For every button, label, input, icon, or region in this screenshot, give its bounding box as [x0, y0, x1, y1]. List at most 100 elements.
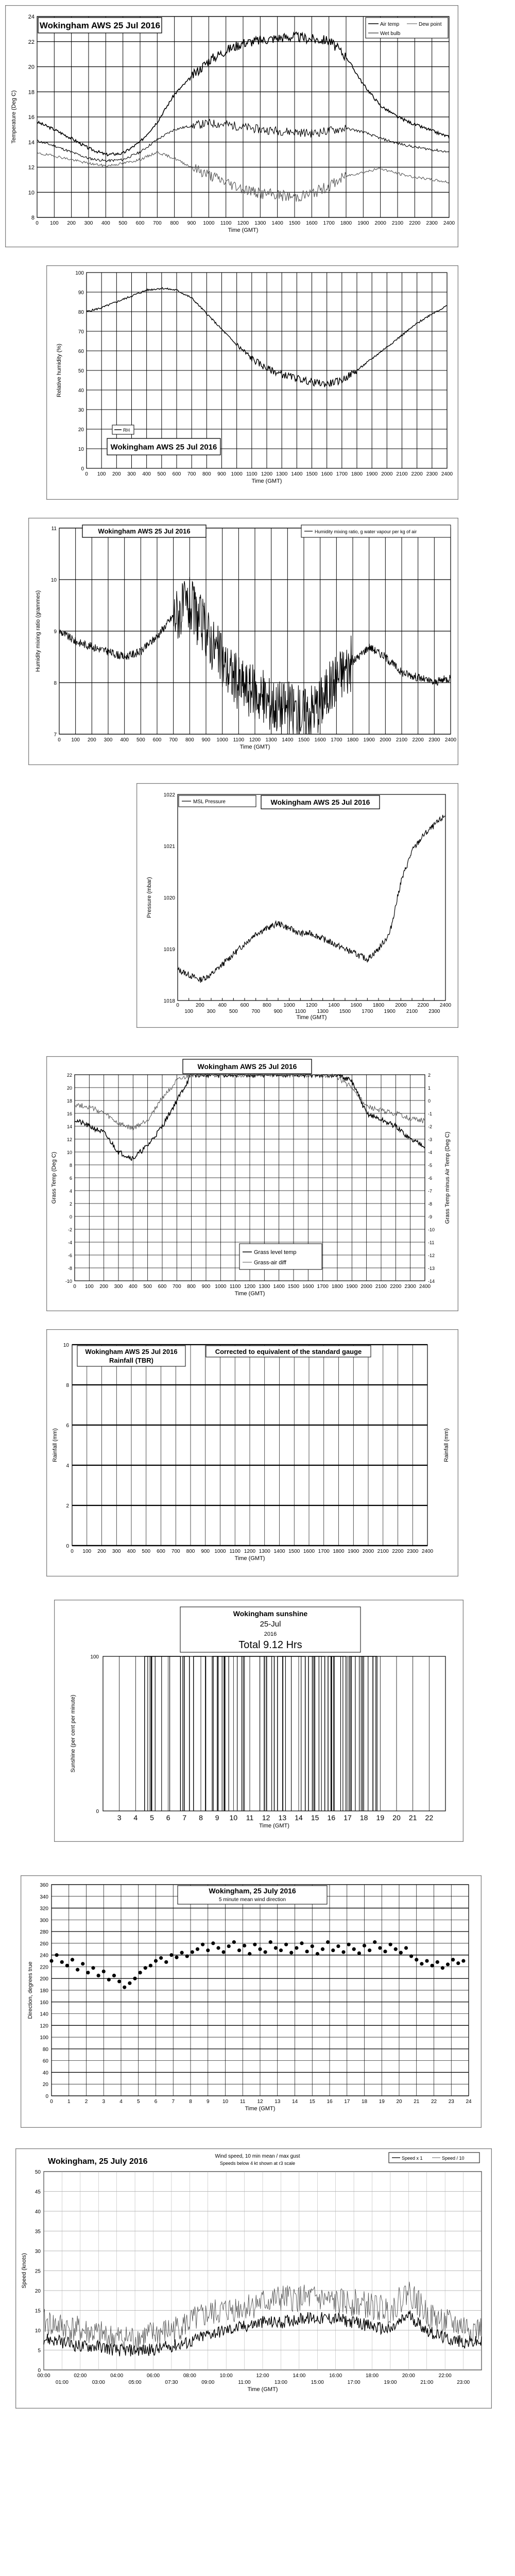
chart-title: Wokingham AWS 25 Jul 2016: [40, 21, 160, 30]
x-tick-label: 800: [187, 1284, 196, 1290]
y-tick-label: 1018: [164, 998, 176, 1004]
y-tick-label: 4: [66, 1463, 69, 1469]
x-tick-label: 1900: [364, 737, 375, 743]
x-tick-label: 1700: [336, 471, 348, 477]
y-tick-label: -8: [68, 1266, 72, 1271]
x-axis-label: Time (GMT): [240, 744, 270, 750]
x-tick-label: 0: [58, 737, 61, 743]
data-point: [383, 1950, 387, 1954]
x-tick-label: 2300: [426, 471, 438, 477]
x-tick-label: 13:00: [274, 2380, 287, 2385]
y-tick-label: 25: [35, 2269, 41, 2275]
y-tick-label: 35: [35, 2229, 41, 2235]
y-tick-label: 40: [43, 2070, 49, 2076]
y-tick-label: 14: [28, 140, 35, 146]
y-tick-label: 5: [38, 2348, 41, 2354]
data-point: [180, 1951, 184, 1955]
data-point: [169, 1953, 174, 1957]
x-tick-label: 1100: [230, 1284, 241, 1290]
data-point: [148, 1963, 152, 1968]
y-tick-label: 1021: [164, 844, 176, 850]
x-tick-label: 1400: [282, 737, 294, 743]
data-point: [373, 1940, 377, 1944]
series-line-rh: [86, 287, 448, 387]
y-tick-label: 40: [35, 2209, 41, 2215]
x-tick-label: 3: [117, 1814, 122, 1822]
x-axis-label: Time (GMT): [259, 1823, 289, 1829]
y-tick-label: 160: [40, 2000, 48, 2006]
data-point: [336, 1944, 340, 1948]
y-tick-label: 8: [54, 681, 57, 686]
x-tick-label: 2000: [381, 471, 393, 477]
data-point: [211, 1941, 215, 1945]
x-tick-label: 1700: [362, 1009, 373, 1014]
y-tick-label: 18: [28, 89, 35, 95]
x-tick-label: 03:00: [92, 2380, 105, 2385]
title-box: [180, 1606, 361, 1653]
y-tick-label: 12: [28, 165, 35, 171]
x-tick-label: 17: [344, 2099, 350, 2105]
x-tick-label: 2300: [428, 737, 440, 743]
x-tick-label: 2100: [396, 471, 408, 477]
y-tick-label: 10: [63, 1343, 70, 1348]
x-tick-label: 1500: [339, 1009, 351, 1014]
data-point: [284, 1942, 288, 1946]
wind-speed-chart: 0 5 10 15 20 25 30 35 40 45 50 00:00 02:00 04:00 06:00…: [15, 2148, 492, 2409]
y-tick-label: 12: [67, 1137, 72, 1142]
y-tick-label: 0: [81, 466, 84, 472]
y-right-tick-label: -8: [428, 1201, 432, 1207]
note-box: [205, 1345, 371, 1358]
x-tick-label: 2100: [377, 1549, 389, 1554]
data-point: [310, 1944, 314, 1948]
x-tick-label: 2: [85, 2099, 88, 2105]
chart-title-box: [107, 438, 221, 455]
x-tick-label: 1600: [306, 221, 318, 226]
data-point: [185, 1954, 189, 1958]
x-tick-label: 900: [217, 471, 226, 477]
x-tick-label: 400: [218, 1003, 227, 1008]
data-point: [70, 1958, 75, 1962]
chart-panel-sunshine: 3 4 5 6 7 8 9 10 11 12 13 14 15 16 17 18 19 20 21 22 Time (G…: [54, 1600, 464, 1842]
data-point: [268, 1940, 272, 1944]
x-tick-label: 1800: [340, 221, 352, 226]
y-axis-label: Sunshine (per cent per minute): [70, 1694, 76, 1772]
chart-subtitle: 25-Jul: [260, 1620, 281, 1629]
y-axis-label-right: Grass Temp minus Air Temp (Deg C): [444, 1132, 451, 1224]
x-tick-label: 1300: [259, 1284, 270, 1290]
data-point: [143, 1966, 147, 1970]
x-tick-label: 700: [171, 1549, 180, 1554]
y-tick-label: 2: [70, 1201, 72, 1207]
x-tick-label: 1800: [351, 471, 363, 477]
y-axis-label: Grass Temp (Deg C): [51, 1152, 57, 1204]
x-tick-label: 7: [171, 2099, 175, 2105]
data-point: [190, 1950, 194, 1954]
chart-panel-wind-speed: 0 5 10 15 20 25 30 35 40 45 50 00:00 02:00 04:00 06:00…: [15, 2148, 492, 2409]
series-line-dew-point: [37, 151, 450, 202]
data-point: [430, 1963, 434, 1968]
y-tick-label: 0: [45, 2094, 48, 2099]
chart-panel-wind-direction: 0 20 40 60 80 100 120 140 160 180 200 220 240 260 280 3…: [21, 1875, 482, 2128]
data-point: [300, 1941, 304, 1945]
x-tick-label: 1200: [244, 1549, 256, 1554]
y-axis-label-right: Rainfall (mm): [443, 1428, 450, 1462]
x-tick-label: 23: [449, 2099, 455, 2105]
x-tick-label: 5: [137, 2099, 140, 2105]
y-tick-label: 80: [43, 2047, 49, 2053]
data-point: [258, 1947, 262, 1951]
y-tick-label: 22: [67, 1073, 72, 1078]
data-point: [263, 1950, 267, 1954]
x-tick-label: 1800: [332, 1284, 344, 1290]
chart-panel-temperature: 8 10 12 14 16 18 20 22 24 0 100 200 300 400 500 600 700 8…: [5, 5, 458, 247]
x-tick-label: 1100: [295, 1009, 306, 1014]
chart-subtitle: Rainfall (TBR): [109, 1357, 153, 1364]
data-point: [81, 1962, 85, 1966]
y-axis-label: Speed (knots): [21, 2253, 27, 2288]
x-tick-label: 1200: [261, 471, 273, 477]
data-point: [60, 1960, 64, 1964]
y-tick-label: 90: [78, 290, 84, 296]
x-tick-label: 04:00: [110, 2373, 123, 2379]
x-axis-label: Time (GMT): [235, 1291, 265, 1297]
x-tick-label: 16:00: [329, 2373, 342, 2379]
x-tick-label: 1400: [273, 1549, 285, 1554]
